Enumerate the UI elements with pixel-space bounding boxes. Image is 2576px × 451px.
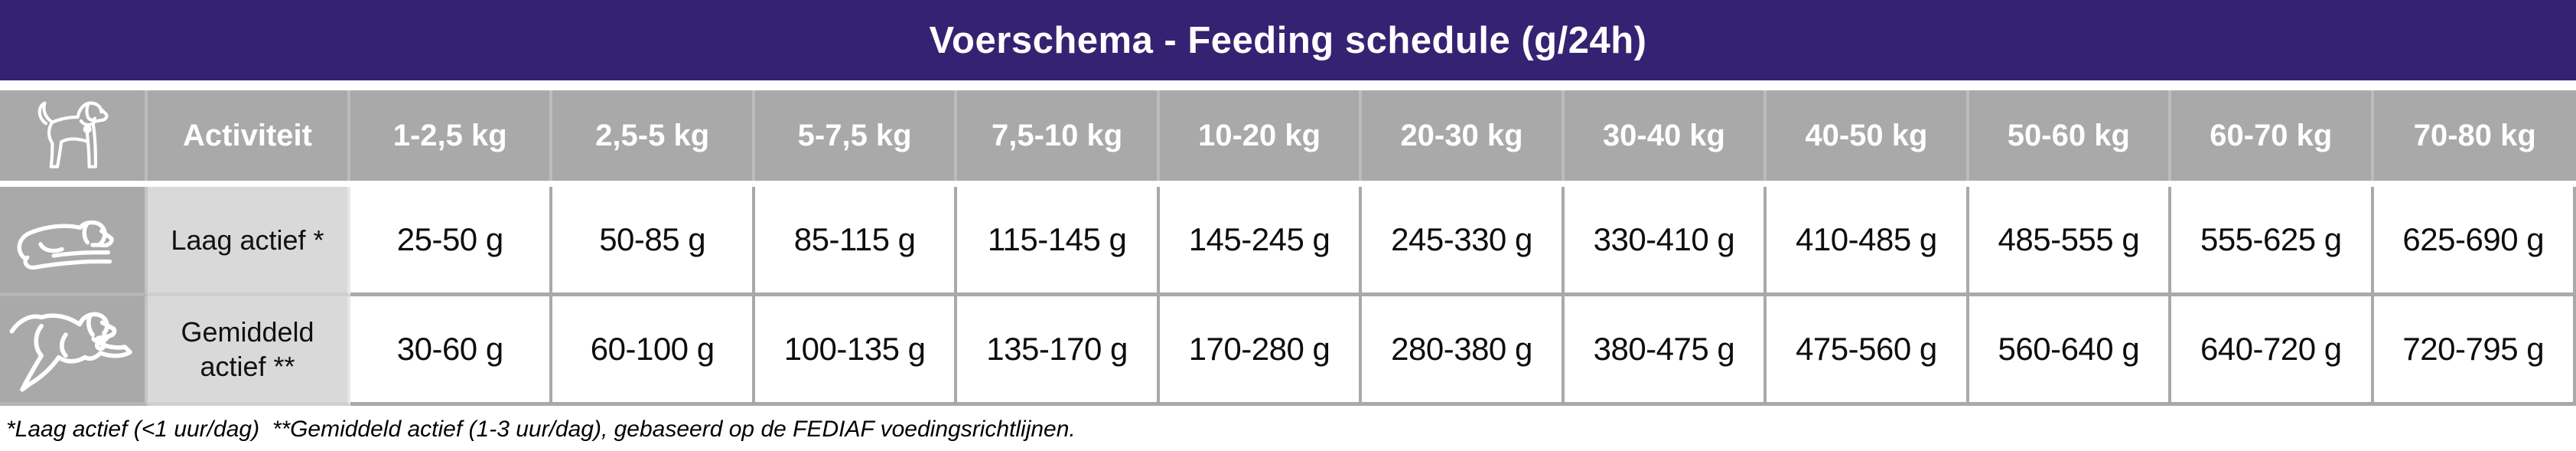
- row-label-medium-activity: Gemiddeld actief **: [148, 296, 350, 406]
- value-med-2: 60-100 g: [552, 296, 755, 406]
- value-low-11: 625-690 g: [2373, 187, 2576, 296]
- lying-dog-icon: [17, 220, 114, 270]
- column-header-weight-7: 30-40 kg: [1564, 90, 1767, 181]
- column-header-weight-8: 40-50 kg: [1767, 90, 1969, 181]
- value-med-6: 280-380 g: [1362, 296, 1565, 406]
- value-low-8: 410-485 g: [1767, 187, 1969, 296]
- value-med-10: 640-720 g: [2171, 296, 2374, 406]
- table-row-medium-activity: Gemiddeld actief ** 30-60 g 60-100 g 100…: [0, 296, 2576, 406]
- column-header-weight-9: 50-60 kg: [1969, 90, 2172, 181]
- medium-activity-icon-cell: [0, 296, 148, 406]
- value-med-9: 560-640 g: [1969, 296, 2172, 406]
- value-low-5: 145-245 g: [1159, 187, 1363, 296]
- title-bar: Voerschema - Feeding schedule (g/24h): [0, 0, 2576, 80]
- column-header-weight-5: 10-20 kg: [1159, 90, 1363, 181]
- column-header-weight-2: 2,5-5 kg: [552, 90, 755, 181]
- row-label-low-activity: Laag actief *: [148, 187, 350, 296]
- value-low-1: 25-50 g: [350, 187, 553, 296]
- value-low-3: 85-115 g: [754, 187, 958, 296]
- standing-dog-icon: [37, 101, 109, 168]
- value-med-3: 100-135 g: [754, 296, 958, 406]
- table-row-low-activity: Laag actief * 25-50 g 50-85 g 85-115 g 1…: [0, 187, 2576, 296]
- column-header-weight-11: 70-80 kg: [2373, 90, 2576, 181]
- value-med-8: 475-560 g: [1767, 296, 1969, 406]
- value-med-11: 720-795 g: [2373, 296, 2576, 406]
- column-header-weight-10: 60-70 kg: [2171, 90, 2374, 181]
- running-dog-icon: [9, 312, 132, 392]
- value-low-6: 245-330 g: [1362, 187, 1565, 296]
- column-header-weight-1: 1-2,5 kg: [350, 90, 553, 181]
- value-low-10: 555-625 g: [2171, 187, 2374, 296]
- value-med-7: 380-475 g: [1564, 296, 1767, 406]
- corner-icon-cell: [0, 90, 148, 181]
- column-header-weight-4: 7,5-10 kg: [957, 90, 1160, 181]
- value-low-2: 50-85 g: [552, 187, 755, 296]
- value-med-1: 30-60 g: [350, 296, 553, 406]
- footnote-text: *Laag actief (<1 uur/dag) **Gemiddeld ac…: [6, 417, 1076, 442]
- value-med-5: 170-280 g: [1159, 296, 1363, 406]
- column-header-activiteit: Activiteit: [148, 90, 350, 181]
- value-low-9: 485-555 g: [1969, 187, 2172, 296]
- value-low-4: 115-145 g: [957, 187, 1160, 296]
- low-activity-icon-cell: [0, 187, 148, 296]
- value-low-7: 330-410 g: [1564, 187, 1767, 296]
- value-med-4: 135-170 g: [957, 296, 1160, 406]
- column-header-weight-6: 20-30 kg: [1362, 90, 1565, 181]
- table-header-row: Activiteit 1-2,5 kg 2,5-5 kg 5-7,5 kg 7,…: [0, 90, 2576, 181]
- column-header-weight-3: 5-7,5 kg: [754, 90, 958, 181]
- page-title: Voerschema - Feeding schedule (g/24h): [929, 19, 1647, 61]
